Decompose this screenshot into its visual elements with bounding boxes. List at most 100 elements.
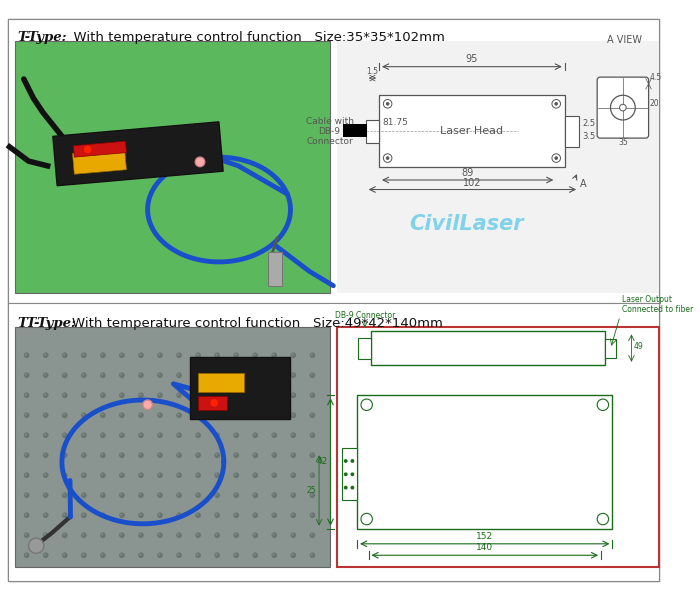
Circle shape [101, 473, 103, 475]
Circle shape [120, 434, 122, 436]
Circle shape [139, 494, 141, 496]
Circle shape [119, 373, 125, 378]
Circle shape [311, 353, 313, 355]
Text: DB-9 Connector: DB-9 Connector [335, 311, 395, 320]
Circle shape [176, 493, 182, 498]
Circle shape [216, 374, 217, 376]
Circle shape [44, 374, 46, 376]
Circle shape [44, 394, 46, 395]
Circle shape [214, 553, 220, 558]
Circle shape [119, 433, 125, 438]
Circle shape [311, 533, 313, 535]
Bar [358, 338, 372, 359]
Circle shape [120, 454, 122, 455]
Bar [52, 122, 223, 186]
Circle shape [43, 553, 48, 558]
Circle shape [234, 514, 237, 515]
Circle shape [25, 494, 27, 496]
Text: CivilLaser: CivilLaser [410, 214, 524, 234]
Circle shape [24, 452, 29, 458]
Bar [565, 116, 579, 146]
Circle shape [272, 554, 274, 556]
Circle shape [197, 353, 198, 355]
Circle shape [197, 554, 198, 556]
FancyBboxPatch shape [597, 77, 649, 138]
Circle shape [311, 434, 313, 436]
Circle shape [309, 553, 315, 558]
Circle shape [81, 412, 87, 418]
Circle shape [43, 433, 48, 438]
Circle shape [309, 452, 315, 458]
Circle shape [139, 514, 141, 515]
Text: Laser Output
Connected to fiber: Laser Output Connected to fiber [622, 295, 693, 314]
Circle shape [101, 374, 103, 376]
Circle shape [309, 373, 315, 378]
Circle shape [24, 512, 29, 518]
Circle shape [195, 157, 205, 167]
Circle shape [63, 374, 65, 376]
Circle shape [351, 486, 354, 490]
Circle shape [195, 532, 201, 538]
Circle shape [81, 553, 87, 558]
Circle shape [344, 486, 348, 490]
Circle shape [253, 373, 258, 378]
Circle shape [158, 413, 160, 415]
Circle shape [81, 512, 87, 518]
Circle shape [63, 434, 65, 436]
Circle shape [233, 472, 239, 478]
Circle shape [309, 512, 315, 518]
Circle shape [292, 413, 293, 415]
Circle shape [292, 533, 293, 535]
Circle shape [158, 353, 160, 355]
Circle shape [253, 554, 256, 556]
Circle shape [81, 452, 87, 458]
Circle shape [197, 494, 198, 496]
Circle shape [120, 533, 122, 535]
Circle shape [24, 412, 29, 418]
Circle shape [253, 374, 256, 376]
Circle shape [82, 494, 84, 496]
Circle shape [63, 554, 65, 556]
Circle shape [158, 554, 160, 556]
Circle shape [158, 374, 160, 376]
Circle shape [290, 352, 296, 358]
Bar [337, 326, 659, 566]
Circle shape [119, 392, 125, 398]
Circle shape [195, 493, 201, 498]
Circle shape [177, 494, 179, 496]
Circle shape [214, 532, 220, 538]
Circle shape [176, 452, 182, 458]
Bar [365, 120, 379, 143]
Circle shape [44, 473, 46, 475]
Circle shape [158, 494, 160, 496]
Circle shape [157, 512, 163, 518]
Bar [15, 41, 330, 293]
Circle shape [311, 413, 313, 415]
Bar [198, 396, 227, 410]
Circle shape [177, 533, 179, 535]
Circle shape [120, 374, 122, 376]
Circle shape [101, 514, 103, 515]
Text: 2.5: 2.5 [582, 119, 595, 128]
Circle shape [82, 353, 84, 355]
Circle shape [216, 533, 217, 535]
Circle shape [138, 392, 144, 398]
Circle shape [233, 553, 239, 558]
Circle shape [253, 434, 256, 436]
Circle shape [272, 434, 274, 436]
Circle shape [139, 374, 141, 376]
Circle shape [233, 392, 239, 398]
Circle shape [272, 553, 277, 558]
Circle shape [139, 413, 141, 415]
Circle shape [272, 374, 274, 376]
Circle shape [158, 514, 160, 515]
Circle shape [100, 452, 106, 458]
Circle shape [253, 473, 256, 475]
Circle shape [25, 374, 27, 376]
Circle shape [272, 412, 277, 418]
Circle shape [43, 412, 48, 418]
Circle shape [25, 434, 27, 436]
Circle shape [216, 413, 217, 415]
Text: 140: 140 [476, 544, 494, 553]
Circle shape [216, 394, 217, 395]
